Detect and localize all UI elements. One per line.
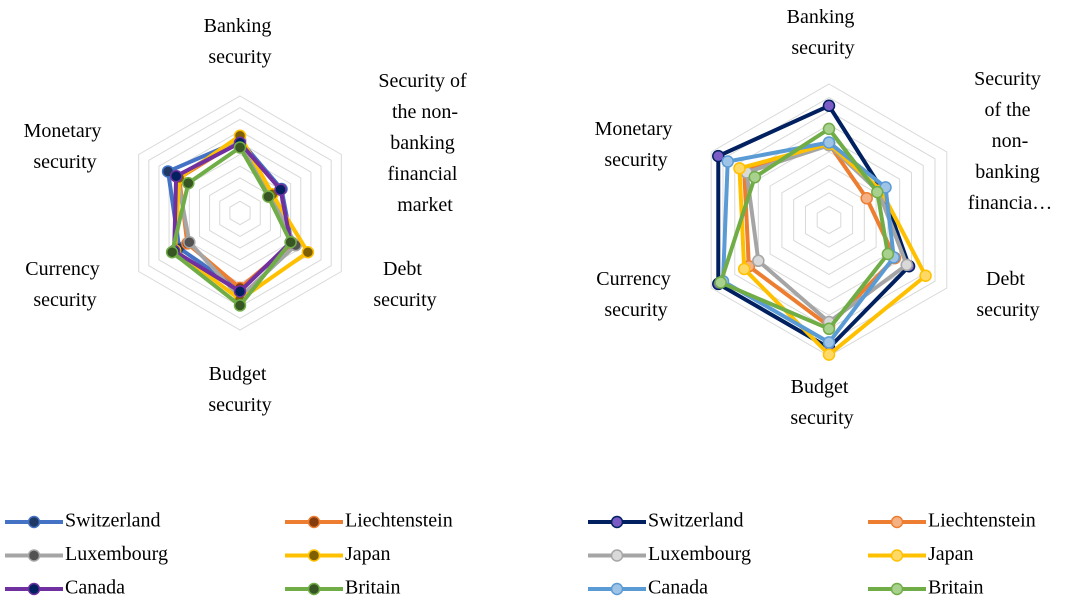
series-marker <box>822 322 836 336</box>
axis-label: Budget security <box>208 363 271 416</box>
series-marker <box>301 245 315 259</box>
legend-marker <box>890 582 904 596</box>
series-marker <box>233 299 247 312</box>
axis-label: Debt security <box>373 258 436 311</box>
series-marker <box>822 122 836 136</box>
legend-label: Britain <box>928 577 984 599</box>
series-marker <box>262 190 275 203</box>
series-marker <box>274 183 287 196</box>
axis-label: Budget security <box>790 376 853 429</box>
axis-label: Currency security <box>596 268 675 321</box>
grid-ring <box>168 130 312 296</box>
series-marker <box>712 149 725 163</box>
axis-label: Banking security <box>204 15 277 68</box>
legend-marker <box>610 515 624 529</box>
axis-label: Currency security <box>25 258 104 311</box>
series-marker <box>169 169 183 183</box>
series-marker <box>822 348 836 361</box>
legend-marker <box>610 582 624 596</box>
series-marker <box>233 141 247 154</box>
series-marker <box>822 136 836 149</box>
series-marker <box>822 336 836 349</box>
legend-marker <box>890 515 904 529</box>
series-marker <box>919 269 932 283</box>
legend-label: Canada <box>648 577 708 599</box>
series-marker <box>737 262 751 276</box>
axis-label: Monetary security <box>595 118 678 171</box>
legend-marker <box>890 549 904 562</box>
series-marker <box>233 285 247 298</box>
legend-label: Japan <box>928 543 974 565</box>
series-marker <box>165 245 179 259</box>
axis-label: Security of the non-banking financia… <box>968 68 1052 214</box>
axis-label: Security of the non-banking financial ma… <box>378 70 471 216</box>
series-marker <box>748 170 762 184</box>
legend-marker <box>27 515 41 529</box>
legend-label: Switzerland <box>65 510 161 532</box>
grid-ring <box>148 107 332 319</box>
grid-ring <box>198 165 282 261</box>
legend-marker <box>307 515 321 529</box>
series-marker <box>183 236 196 249</box>
grid-ring <box>229 200 251 226</box>
series-marker <box>733 162 746 175</box>
series-marker <box>182 176 195 190</box>
series-marker <box>721 155 734 168</box>
series-marker <box>871 185 884 199</box>
legend-marker <box>27 582 41 596</box>
legend-label: Liechtenstein <box>345 510 453 532</box>
series-marker <box>752 254 765 268</box>
legend-label: Britain <box>345 577 401 599</box>
legend-label: Switzerland <box>648 510 744 532</box>
legend-marker <box>27 549 41 562</box>
series-marker <box>881 247 895 261</box>
grid-ring <box>816 205 842 235</box>
series-marker <box>714 276 727 289</box>
axis-label: Debt security <box>976 268 1039 321</box>
grid-ring <box>804 192 854 248</box>
grid-ring <box>209 177 271 249</box>
axis-label: Banking security <box>787 6 860 59</box>
legend-label: Liechtenstein <box>928 510 1036 532</box>
grid-ring <box>138 95 342 331</box>
legend-label: Canada <box>65 577 125 599</box>
legend-marker <box>307 549 321 562</box>
legend-label: Luxembourg <box>65 543 168 565</box>
grid-ring <box>793 178 865 262</box>
axis-label: Monetary security <box>24 120 107 173</box>
series-marker <box>860 191 873 205</box>
legend-marker <box>307 582 321 596</box>
grid-ring <box>781 165 877 275</box>
series-marker <box>284 236 297 249</box>
legend-label: Japan <box>345 543 391 565</box>
series-marker <box>822 99 836 113</box>
legend-marker <box>610 549 624 562</box>
legend-label: Luxembourg <box>648 543 751 565</box>
series-marker <box>900 258 913 272</box>
grid-ring <box>219 189 261 237</box>
